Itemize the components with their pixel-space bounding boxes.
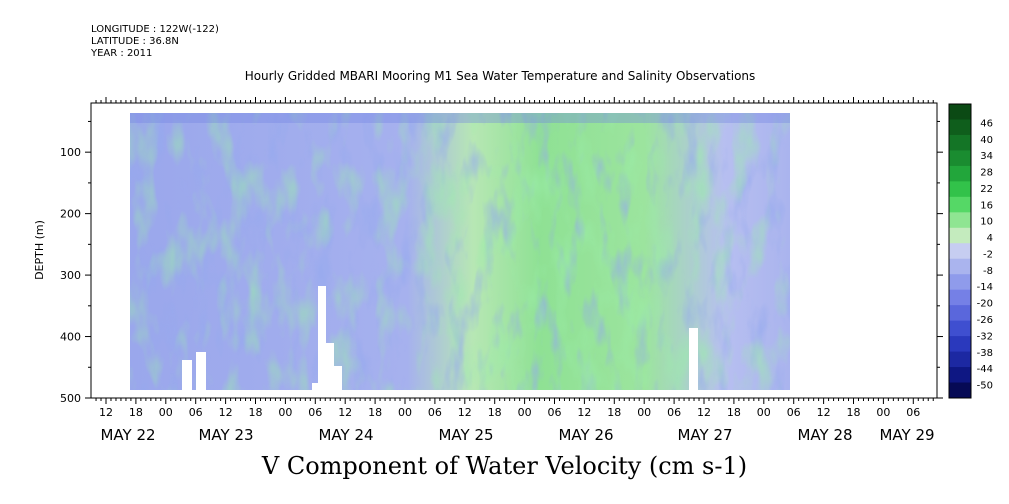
x-hour-label: 12 <box>458 406 472 419</box>
colorbar-swatch <box>949 134 971 151</box>
x-hour-label: 06 <box>667 406 681 419</box>
x-hour-label: 18 <box>607 406 621 419</box>
data-field <box>130 113 790 390</box>
y-tick-label: 100 <box>60 146 81 159</box>
colorbar-swatch <box>949 227 971 244</box>
year-label: YEAR : 2011 <box>91 48 153 59</box>
x-date-label: MAY 28 <box>797 426 852 444</box>
x-hour-label: 12 <box>697 406 711 419</box>
x-hour-label: 06 <box>548 406 562 419</box>
x-date-label: MAY 29 <box>879 426 934 444</box>
colorbar-swatch <box>949 196 971 213</box>
x-hour-label: 12 <box>219 406 233 419</box>
colorbar: 46 40 34 28 22 16 10 4 -2 -8 -14 -20 -26 -32 -38 -44 -50 <box>948 103 993 399</box>
x-hour-label: 18 <box>249 406 263 419</box>
x-date-label: MAY 27 <box>677 426 732 444</box>
x-hour-label: 00 <box>518 406 532 419</box>
colorbar-swatch <box>949 305 971 322</box>
chart-title: Hourly Gridded MBARI Mooring M1 Sea Wate… <box>244 69 756 83</box>
colorbar-label: 4 <box>987 233 993 244</box>
colorbar-label: 34 <box>980 151 993 162</box>
colorbar-label: -8 <box>983 266 993 277</box>
x-hour-label: 12 <box>817 406 831 419</box>
x-axis-title: V Component of Water Velocity (cm s-1) <box>261 452 748 480</box>
x-date-label: MAY 26 <box>558 426 613 444</box>
y-axis-label: DEPTH (m) <box>33 220 46 280</box>
x-hour-label: 06 <box>906 406 920 419</box>
x-hour-label: 18 <box>368 406 382 419</box>
colorbar-label: 16 <box>980 200 993 211</box>
x-hour-label: 00 <box>278 406 292 419</box>
colorbar-swatch <box>949 165 971 182</box>
colorbar-label: 10 <box>980 217 993 228</box>
colorbar-label: -50 <box>977 381 993 392</box>
x-hour-label: 00 <box>159 406 173 419</box>
colorbar-label: -32 <box>977 331 993 342</box>
x-hour-label: 06 <box>428 406 442 419</box>
y-tick-label: 300 <box>60 269 81 282</box>
x-hour-label: 06 <box>308 406 322 419</box>
x-hour-label: 00 <box>637 406 651 419</box>
x-hour-label: 12 <box>338 406 352 419</box>
x-hour-label: 06 <box>787 406 801 419</box>
x-hour-label: 00 <box>398 406 412 419</box>
x-date-label: MAY 23 <box>198 426 253 444</box>
colorbar-swatch <box>949 289 971 306</box>
colorbar-label: 28 <box>980 168 993 179</box>
x-hour-label: 18 <box>847 406 861 419</box>
x-hour-label: 12 <box>99 406 113 419</box>
colorbar-label: -44 <box>977 364 993 375</box>
colorbar-swatch <box>949 104 971 120</box>
x-hour-label: 00 <box>757 406 771 419</box>
x-hour-label: 18 <box>488 406 502 419</box>
x-hour-label: 18 <box>727 406 741 419</box>
colorbar-swatch <box>949 258 971 275</box>
longitude-label: LONGITUDE : 122W(-122) <box>91 24 219 35</box>
colorbar-label: 22 <box>980 184 993 195</box>
x-date-label: MAY 25 <box>438 426 493 444</box>
y-tick-label: 200 <box>60 208 81 221</box>
colorbar-label: -26 <box>977 315 993 326</box>
y-tick-label: 400 <box>60 331 81 344</box>
colorbar-frame <box>948 103 972 399</box>
colorbar-swatch <box>949 150 971 167</box>
colorbar-label: 40 <box>980 135 993 146</box>
x-hour-label: 06 <box>189 406 203 419</box>
colorbar-swatch <box>949 119 971 136</box>
colorbar-label: -2 <box>983 249 993 260</box>
x-date-label: MAY 22 <box>100 426 155 444</box>
colorbar-label: 46 <box>980 118 993 129</box>
colorbar-label: -14 <box>977 282 993 293</box>
latitude-label: LATITUDE : 36.8N <box>91 36 179 47</box>
plot-frame <box>90 102 938 399</box>
colorbar-label: -38 <box>977 348 993 359</box>
colorbar-swatch <box>949 243 971 260</box>
colorbar-label: -20 <box>977 299 993 310</box>
y-tick-label: 500 <box>60 392 81 405</box>
colorbar-swatch <box>949 212 971 229</box>
x-hour-label: 12 <box>577 406 591 419</box>
x-hour-label: 00 <box>876 406 890 419</box>
x-date-label: MAY 24 <box>318 426 373 444</box>
colorbar-swatch <box>949 320 971 337</box>
colorbar-swatch <box>949 367 971 384</box>
colorbar-swatch <box>949 351 971 368</box>
colorbar-swatch <box>949 181 971 198</box>
x-hour-label: 18 <box>129 406 143 419</box>
colorbar-swatch <box>949 336 971 353</box>
colorbar-swatch <box>949 382 971 399</box>
colorbar-swatch <box>949 274 971 291</box>
